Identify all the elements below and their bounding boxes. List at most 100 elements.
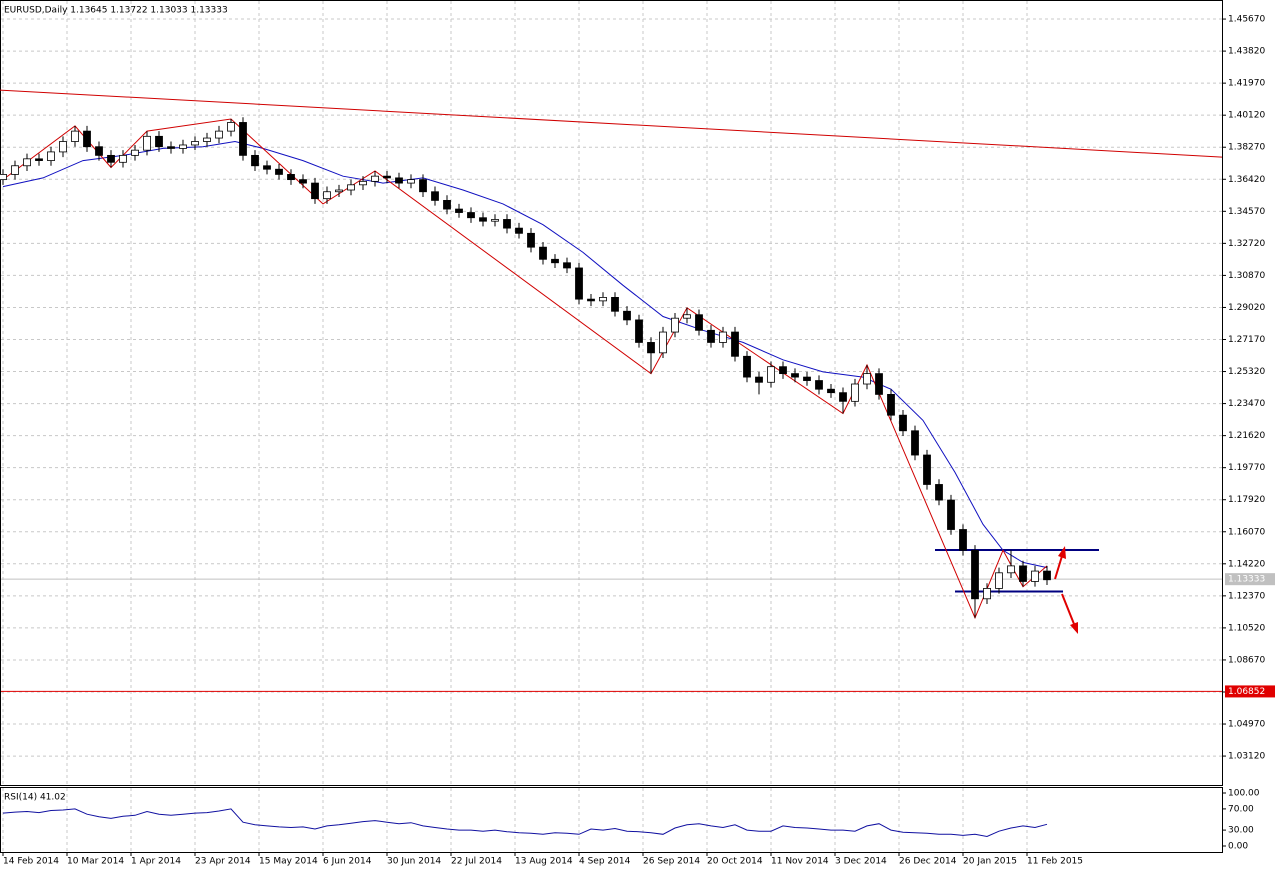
y-tick-label: 1.34570 (1228, 207, 1265, 217)
price-label-box (1225, 685, 1275, 698)
candle-body (887, 394, 895, 416)
y-tick-label: 1.12370 (1228, 591, 1265, 601)
candle-body (947, 499, 955, 530)
y-tick-label: 30.00 (1228, 826, 1254, 836)
candle-body (539, 246, 547, 260)
price-label: 1.13333 (1228, 575, 1265, 585)
candle-body (251, 154, 259, 167)
candle-body (419, 179, 427, 193)
y-tick-label: 1.45670 (1228, 15, 1265, 25)
candle-body (263, 165, 271, 170)
candle-body (107, 154, 115, 163)
candle-body (23, 158, 31, 167)
candle-body (515, 227, 523, 234)
candle-body (491, 219, 499, 222)
rsi-line (2, 808, 1048, 838)
candle-body (407, 179, 415, 184)
x-tick-label: 26 Sep 2014 (643, 857, 700, 867)
x-tick-label: 30 Jun 2014 (387, 857, 441, 867)
candle-body (791, 373, 799, 378)
candle-body (335, 189, 343, 193)
arrow-up (1054, 555, 1063, 580)
candle-body (767, 366, 775, 383)
candle-body (875, 373, 883, 395)
x-tick-label: 6 Jun 2014 (323, 857, 372, 867)
candle-body (95, 146, 103, 156)
candle-body (71, 130, 79, 142)
x-tick-label: 22 Jul 2014 (451, 857, 502, 867)
y-tick-label: 1.04970 (1228, 720, 1265, 730)
candle-body (455, 208, 463, 213)
candle-body (827, 388, 835, 394)
candle-body (611, 297, 619, 312)
candle-body (1019, 565, 1027, 582)
y-tick-label: 1.36420 (1228, 175, 1265, 185)
candle-body (239, 122, 247, 156)
chart-title: EURUSD,Daily 1.13645 1.13722 1.13033 1.1… (4, 6, 228, 16)
y-tick-label: 1.29020 (1228, 303, 1265, 313)
candle-body (935, 484, 943, 501)
candle-body (995, 572, 1003, 589)
candle-body (959, 529, 967, 551)
x-tick-label: 10 Mar 2014 (67, 857, 124, 867)
moving-average (2, 140, 1048, 569)
y-tick-label: 1.08670 (1228, 655, 1265, 665)
x-tick-label: 13 Aug 2014 (515, 857, 573, 867)
candle-body (911, 430, 919, 456)
candle-body (923, 454, 931, 485)
candle-body (851, 383, 859, 402)
candle-body (755, 376, 763, 383)
candle-body (1031, 570, 1039, 582)
x-tick-label: 26 Dec 2014 (899, 857, 957, 867)
candle-body (131, 149, 139, 156)
candle-body (275, 168, 283, 175)
candle-body (431, 191, 439, 201)
candle-body (143, 135, 151, 151)
candle-body (467, 212, 475, 219)
arrow-head (1070, 622, 1078, 634)
candle-body (179, 144, 187, 149)
candle-body (563, 262, 571, 269)
y-tick-label: 1.10520 (1228, 623, 1265, 633)
candle-body (503, 219, 511, 229)
main-panel (0, 0, 1223, 786)
candle-body (0, 174, 7, 181)
candle-body (863, 373, 871, 385)
candle-body (383, 175, 391, 179)
candle-body (731, 331, 739, 357)
candle-body (323, 191, 331, 200)
y-tick-label: 1.21620 (1228, 431, 1265, 441)
y-tick-label: 1.25320 (1228, 367, 1265, 377)
candle-body (587, 298, 595, 302)
candle-body (779, 366, 787, 375)
x-tick-label: 1 Apr 2014 (131, 857, 181, 867)
candle-body (479, 217, 487, 222)
candle-body (707, 329, 715, 343)
candle-body (695, 314, 703, 331)
candle-body (311, 182, 319, 200)
candle-body (803, 376, 811, 381)
candle-body (443, 200, 451, 210)
candle-body (551, 258, 559, 264)
candle-body (671, 317, 679, 333)
y-tick-label: 1.30870 (1228, 271, 1265, 281)
candle-body (227, 122, 235, 132)
candle-body (155, 135, 163, 148)
candle-body (347, 184, 355, 191)
candle-body (119, 154, 127, 163)
candle-body (47, 151, 55, 161)
y-tick-label: 0.00 (1228, 842, 1248, 852)
y-tick-label: 1.16070 (1228, 527, 1265, 537)
trend-line (0, 89, 1223, 158)
x-tick-label: 4 Sep 2014 (579, 857, 631, 867)
x-tick-label: 11 Feb 2015 (1027, 857, 1083, 867)
x-tick-label: 23 Apr 2014 (195, 857, 251, 867)
rsi-title: RSI(14) 41.02 (4, 793, 66, 803)
candle-body (11, 165, 19, 175)
candle-body (395, 177, 403, 184)
candle-body (623, 310, 631, 321)
candle-body (59, 141, 67, 153)
candle-body (719, 331, 727, 343)
y-tick-label: 1.17920 (1228, 495, 1265, 505)
y-tick-label: 1.19770 (1228, 463, 1265, 473)
